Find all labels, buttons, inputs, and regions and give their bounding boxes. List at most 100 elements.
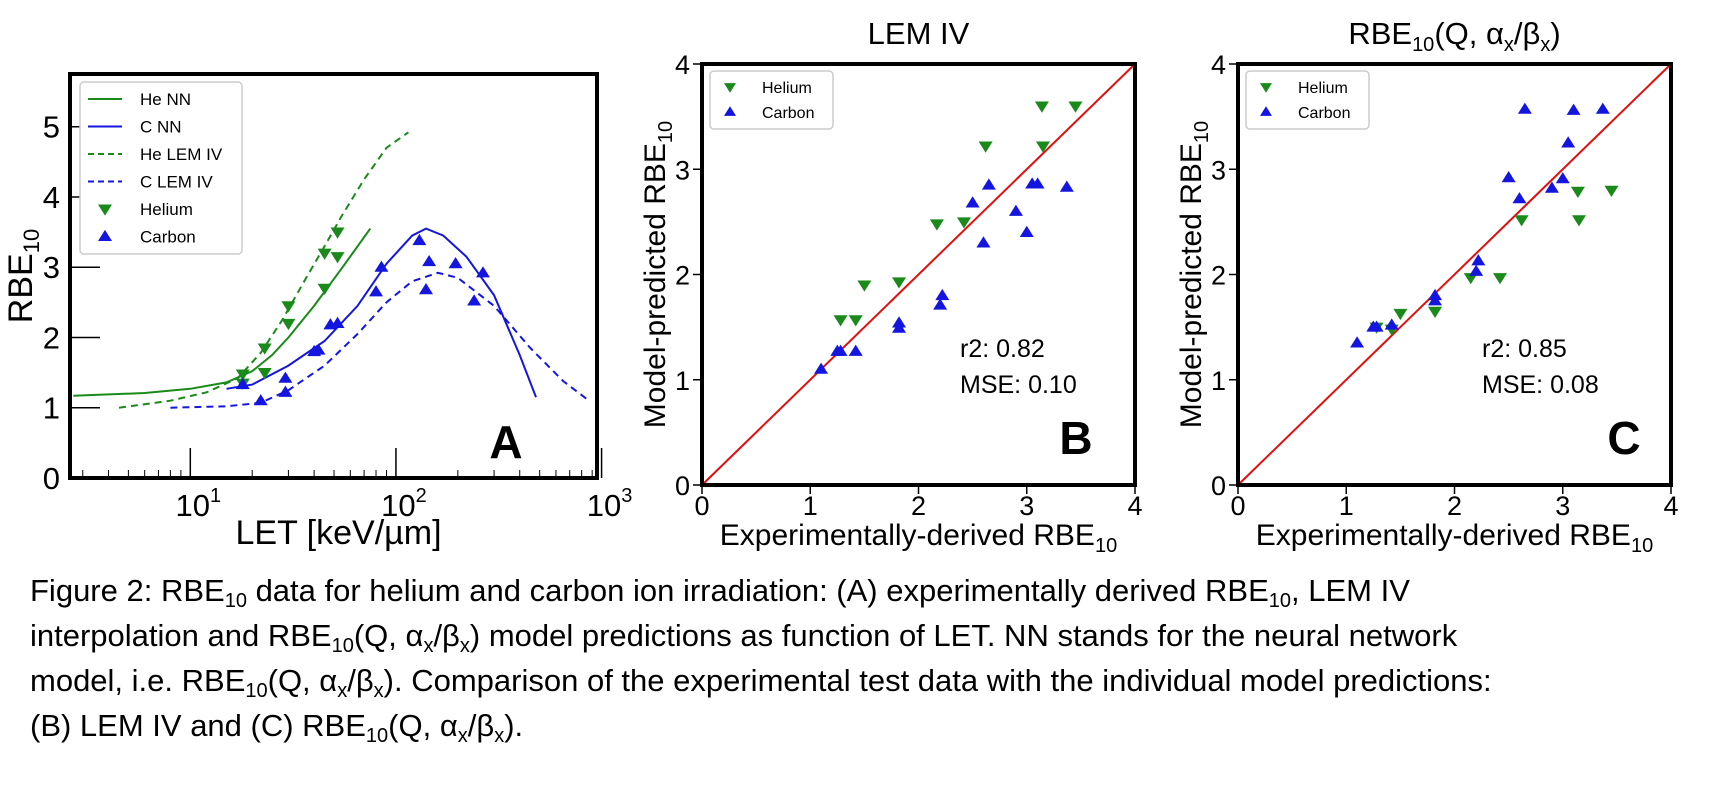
data-point <box>833 344 848 356</box>
y-tick-label: 0 <box>43 461 60 496</box>
data-point <box>330 227 345 239</box>
y-tick-label: 2 <box>43 320 60 355</box>
figure-caption: Figure 2: RBE10 data for helium and carb… <box>30 568 1690 748</box>
legend-box <box>709 70 834 130</box>
chart-title: LEM IV <box>868 16 970 51</box>
y-tick-label: 2 <box>675 261 690 291</box>
y-tick-label: 4 <box>43 180 60 215</box>
caption-subscript: x <box>337 680 348 702</box>
data-point <box>235 369 250 381</box>
data-point <box>278 371 293 383</box>
series-line <box>170 271 588 409</box>
data-point <box>933 298 948 310</box>
y-tick-label: 4 <box>1211 50 1226 80</box>
stat-annotation: r2: 0.85 <box>1482 335 1567 363</box>
caption-text: model, i.e. RBE <box>30 663 246 698</box>
caption-subscript: 10 <box>245 680 268 702</box>
plot-frame <box>1236 62 1673 487</box>
data-point <box>369 285 384 297</box>
x-tick-label: 0 <box>1230 491 1245 521</box>
legend-marker <box>98 204 112 216</box>
data-point <box>1471 254 1486 266</box>
data-point <box>935 288 950 301</box>
data-point <box>1517 102 1532 114</box>
x-axis-label: LET [keV/µm] <box>235 514 441 552</box>
y-axis-label: Model-predicted RBE10 <box>639 121 677 428</box>
stat-annotation: MSE: 0.10 <box>960 371 1077 399</box>
caption-subscript: 10 <box>331 635 354 657</box>
data-point <box>422 254 437 267</box>
data-point <box>848 315 863 327</box>
data-point <box>1384 318 1399 330</box>
data-point <box>857 280 872 292</box>
data-point <box>418 283 433 295</box>
x-tick-label: 4 <box>1663 491 1678 521</box>
caption-text: /β <box>433 618 460 653</box>
panel-b-lem-iv-scatter: 0 1 2 3 4 0 1 2 3 4 Helium Carbon r2: 0.82 MSE: 0.10 B… <box>639 16 1143 557</box>
caption-subscript: 10 <box>224 590 247 612</box>
legend-label: Carbon <box>140 228 196 247</box>
y-tick-label: 3 <box>1211 155 1226 185</box>
legend-label: C NN <box>140 118 182 137</box>
data-point <box>1501 171 1516 183</box>
data-point <box>981 178 996 190</box>
caption-text: ). Comparison of the experimental test d… <box>383 663 1492 698</box>
stat-annotation: MSE: 0.08 <box>1482 371 1599 399</box>
data-point <box>1059 180 1074 192</box>
legend-marker <box>724 83 736 93</box>
data-point <box>1561 136 1576 148</box>
data-point <box>1019 225 1034 237</box>
data-point <box>956 217 971 229</box>
data-point <box>330 316 345 328</box>
data-point <box>1350 336 1365 348</box>
data-point <box>1604 185 1619 197</box>
data-point <box>235 377 250 390</box>
data-point <box>253 394 268 406</box>
y-tick-label: 3 <box>43 250 60 285</box>
plot-frame <box>68 72 599 480</box>
legend-label: Helium <box>762 80 812 97</box>
data-point <box>1034 101 1049 113</box>
caption-text: ). <box>504 708 524 743</box>
x-tick-label: 2 <box>1447 491 1462 521</box>
y-tick-label: 4 <box>675 50 690 80</box>
stat-annotation: r2: 0.82 <box>960 335 1045 363</box>
panel-c-nn-scatter: 0 1 2 3 4 0 1 2 3 4 Helium Carbon r2: 0.85 MSE: 0.08 C… <box>1175 16 1679 557</box>
data-point <box>374 260 389 272</box>
y-axis-label: RBE10 <box>2 229 44 323</box>
legend-label: He LEM IV <box>140 145 223 164</box>
data-point <box>1570 186 1585 199</box>
data-point <box>1555 172 1570 184</box>
caption-text: , LEM IV <box>1291 573 1410 608</box>
data-point <box>1463 273 1478 285</box>
legend-marker <box>1260 83 1272 93</box>
legend-label: Helium <box>1298 80 1348 97</box>
y-axis-label: Model-predicted RBE10 <box>1175 121 1213 428</box>
data-point <box>1514 215 1529 227</box>
caption-text: ) model predictions as function of LET. … <box>469 618 1458 653</box>
data-point <box>1492 273 1507 285</box>
data-point <box>892 316 907 328</box>
x-tick-label: 2 <box>911 491 926 521</box>
caption-text: (Q, α <box>388 708 458 743</box>
data-point <box>1035 141 1050 153</box>
data-point <box>976 236 991 248</box>
data-point <box>467 294 482 306</box>
y-tick-label: 1 <box>43 391 60 426</box>
panel-letter: A <box>489 416 522 468</box>
data-point <box>330 252 345 264</box>
caption-text: Figure 2: RBE <box>30 573 225 608</box>
legend-label: C LEM IV <box>140 173 213 192</box>
data-point <box>1068 101 1083 113</box>
legend-label: He NN <box>140 90 191 109</box>
data-point <box>475 266 490 278</box>
data-point <box>1428 294 1443 306</box>
data-point <box>1428 306 1443 318</box>
x-tick-label: 4 <box>1127 491 1142 521</box>
legend-label: Carbon <box>762 105 814 122</box>
caption-text: (B) LEM IV and (C) RBE <box>30 708 366 743</box>
identity-line <box>1237 63 1672 486</box>
caption-subscript: 10 <box>365 725 389 747</box>
legend-box <box>79 81 243 255</box>
